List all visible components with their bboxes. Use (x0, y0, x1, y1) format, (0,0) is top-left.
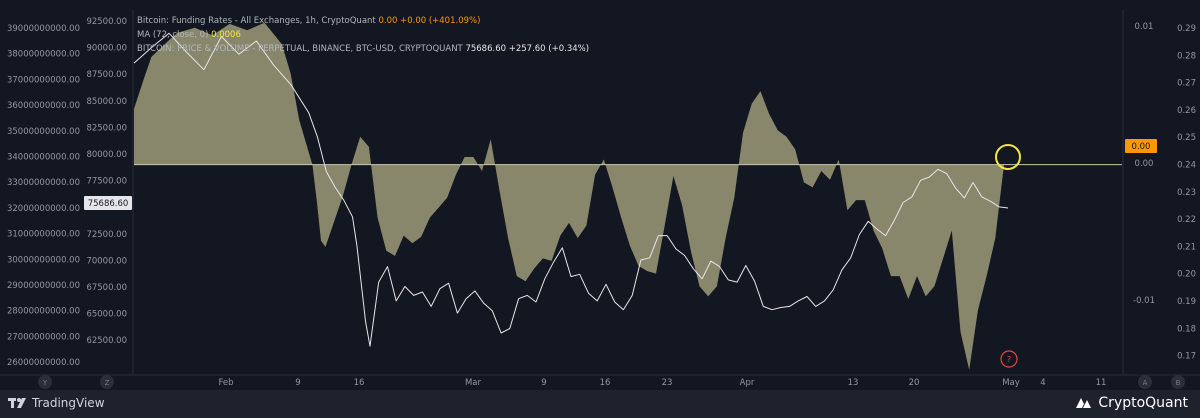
right-axis-2-tick-label: 0.23 (1177, 188, 1196, 198)
x-axis-tick-label: 23 (662, 378, 673, 388)
x-axis-tick-label: 9 (541, 378, 546, 388)
x-axis-tick-label: 11 (1096, 378, 1107, 388)
left-axis-2-tick-label: 77500.00 (86, 177, 127, 187)
left-axis-2-tick-label: 90000.00 (86, 44, 127, 54)
left-axis-1-tick-label: 29000000000.00 (7, 281, 80, 291)
left-axis-1-tick-label: 36000000000.00 (7, 101, 80, 111)
price-line-series (133, 32, 1009, 347)
x-axis-tick-label: 16 (600, 378, 611, 388)
left-axis-2-tick-label: 87500.00 (86, 70, 127, 80)
right-axis-2-tick-label: 0.19 (1177, 297, 1196, 307)
right-axis-2-tick-label: 0.25 (1177, 133, 1196, 143)
right-axis-2-tick-label: 0.18 (1177, 324, 1196, 334)
tradingview-logo[interactable]: TradingView (8, 396, 105, 410)
x-axis-tick-label: 9 (295, 378, 300, 388)
right-axis-2-tick-label: 0.21 (1177, 242, 1196, 252)
legend-funding-values: 0.00 +0.00 (+401.09%) (378, 16, 481, 26)
left-axis-2-tick-label: 80000.00 (86, 150, 127, 160)
highlight-circle (995, 144, 1021, 170)
x-axis-tick-label: 13 (848, 378, 859, 388)
corner-button-z[interactable] (100, 375, 114, 389)
left-axis-2-tick-label: 67500.00 (86, 283, 127, 293)
right-axis-2-tick-label: 0.22 (1177, 215, 1196, 225)
right-axis-2-tick-label: 0.20 (1177, 270, 1196, 280)
corner-button-a[interactable] (1138, 375, 1152, 389)
legend-ma-name: MA (72, close, 0) (137, 30, 209, 40)
price-badge: 75686.60 (84, 196, 132, 210)
cryptoquant-label: CryptoQuant (1098, 395, 1188, 411)
left-axis-2-tick-label: 70000.00 (86, 256, 127, 266)
corner-button-y-label: Y (42, 379, 48, 387)
corner-button-y[interactable] (38, 375, 52, 389)
left-axis-2-tick-label: 72500.00 (86, 230, 127, 240)
legend-row-funding[interactable]: Bitcoin: Funding Rates - All Exchanges, … (137, 14, 589, 28)
footer-bar: TradingView CryptoQuant (0, 390, 1200, 418)
left-axis-1-tick-label: 34000000000.00 (7, 153, 80, 163)
left-axis-2-tick-label: 85000.00 (86, 97, 127, 107)
funding-badge-bg (1125, 139, 1157, 153)
legend-row-ma[interactable]: MA (72, close, 0) 0.0006 (137, 28, 589, 42)
x-axis-tick-label: Apr (740, 378, 755, 388)
event-marker-label: ? (1007, 355, 1011, 364)
legend-price-name: BITCOIN: PRICE & VOLUME - PERPETUAL, BIN… (137, 44, 463, 54)
left-axis-1-tick-label: 38000000000.00 (7, 50, 80, 60)
left-axis-1-tick-label: 39000000000.00 (7, 24, 80, 34)
legend-row-price[interactable]: BITCOIN: PRICE & VOLUME - PERPETUAL, BIN… (137, 42, 589, 56)
legend-price-change: +257.60 (+0.34%) (508, 44, 590, 54)
left-axis-1-tick-label: 31000000000.00 (7, 230, 80, 240)
left-axis-2-tick-label: 65000.00 (86, 310, 127, 320)
left-axis-2-tick-label: 82500.00 (86, 123, 127, 133)
corner-button-b-label: B (1176, 379, 1181, 387)
left-axis-1-tick-label: 26000000000.00 (7, 358, 80, 368)
left-axis-2-tick-label: 62500.00 (86, 336, 127, 346)
cryptoquant-logo[interactable]: CryptoQuant (1074, 395, 1188, 411)
price-badge-bg (84, 196, 132, 210)
tradingview-icon (8, 398, 26, 408)
right-axis-2-tick-label: 0.28 (1177, 51, 1196, 61)
left-axis-1-tick-label: 32000000000.00 (7, 204, 80, 214)
legend-ma-value: 0.0006 (211, 30, 241, 40)
x-axis: Feb 9 16 Mar 9 16 23 Apr 13 20 May 4 11 (218, 378, 1106, 388)
x-axis-tick-label: May (1002, 378, 1020, 388)
corner-button-a-label: A (1143, 379, 1148, 387)
right-axis-1-tick-label: -0.01 (1133, 296, 1155, 306)
left-axis-1-tick-label: 28000000000.00 (7, 307, 80, 317)
legend-price-value: 75686.60 (465, 44, 507, 54)
right-axis-1-tick-label: 0.00 (1135, 159, 1154, 169)
x-axis-tick-label: 16 (354, 378, 365, 388)
chart-canvas[interactable]: 39000000000.00 38000000000.00 37000000000.… (0, 0, 1200, 390)
right-axis-funding: 0.01 0.00 -0.01 (1133, 22, 1155, 306)
cryptoquant-icon (1076, 398, 1092, 408)
x-axis-tick-label: 4 (1040, 378, 1045, 388)
corner-buttons: Y Z A B (38, 375, 1185, 389)
right-axis-2-tick-label: 0.27 (1177, 79, 1196, 89)
left-axis-2-tick-label: 92500.00 (86, 17, 127, 27)
right-axis-1-tick-label: 0.01 (1135, 22, 1154, 32)
funding-rate-area (134, 22, 1004, 370)
left-axis-1-tick-label: 37000000000.00 (7, 75, 80, 85)
legend-funding-name: Bitcoin: Funding Rates - All Exchanges, … (137, 16, 376, 26)
left-axis-1-tick-label: 33000000000.00 (7, 178, 80, 188)
x-axis-tick-label: Feb (218, 378, 233, 388)
event-marker-circle[interactable] (1000, 350, 1018, 368)
right-axis-2-tick-label: 0.29 (1177, 24, 1196, 34)
right-axis-2-tick-label: 0.26 (1177, 106, 1196, 116)
funding-badge-text: 0.00 (1132, 142, 1151, 152)
chart-legend: Bitcoin: Funding Rates - All Exchanges, … (137, 14, 589, 56)
left-axis-1-tick-label: 27000000000.00 (7, 332, 80, 342)
tradingview-label: TradingView (32, 396, 105, 410)
price-badge-text: 75686.60 (88, 199, 129, 209)
corner-button-z-label: Z (105, 379, 110, 387)
x-axis-tick-label: Mar (465, 378, 482, 388)
left-axis-1-tick-label: 35000000000.00 (7, 127, 80, 137)
right-axis-ratio: 0.29 0.28 0.27 0.26 0.25 0.24 0.23 0.22 0.21 0.20… (1177, 24, 1196, 362)
right-axis-2-tick-label: 0.24 (1177, 161, 1196, 171)
corner-button-b[interactable] (1171, 375, 1185, 389)
funding-badge: 0.00 (1125, 139, 1157, 153)
left-axis-market-cap: 39000000000.00 38000000000.00 37000000000.… (7, 24, 80, 368)
x-axis-tick-label: 20 (909, 378, 920, 388)
right-axis-2-tick-label: 0.17 (1177, 352, 1196, 362)
left-axis-1-tick-label: 30000000000.00 (7, 255, 80, 265)
